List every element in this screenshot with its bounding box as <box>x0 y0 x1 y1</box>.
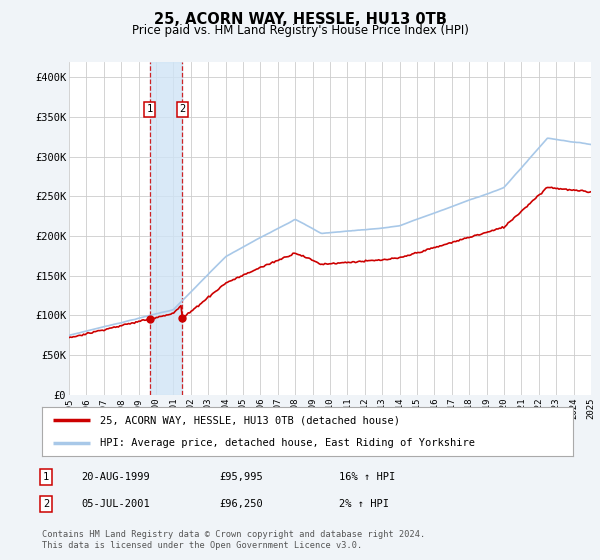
Text: HPI: Average price, detached house, East Riding of Yorkshire: HPI: Average price, detached house, East… <box>100 438 475 448</box>
Text: 05-JUL-2001: 05-JUL-2001 <box>81 499 150 509</box>
Text: 25, ACORN WAY, HESSLE, HU13 0TB (detached house): 25, ACORN WAY, HESSLE, HU13 0TB (detache… <box>100 416 400 426</box>
Text: Contains HM Land Registry data © Crown copyright and database right 2024.
This d: Contains HM Land Registry data © Crown c… <box>42 530 425 550</box>
Text: Price paid vs. HM Land Registry's House Price Index (HPI): Price paid vs. HM Land Registry's House … <box>131 24 469 37</box>
Text: £95,995: £95,995 <box>219 472 263 482</box>
Bar <box>150 62 182 395</box>
Text: £96,250: £96,250 <box>219 499 263 509</box>
Text: 2% ↑ HPI: 2% ↑ HPI <box>339 499 389 509</box>
Text: 16% ↑ HPI: 16% ↑ HPI <box>339 472 395 482</box>
Text: 1: 1 <box>43 472 49 482</box>
Text: 2: 2 <box>179 104 185 114</box>
Text: 20-AUG-1999: 20-AUG-1999 <box>81 472 150 482</box>
Text: 2: 2 <box>43 499 49 509</box>
Text: 1: 1 <box>146 104 153 114</box>
Text: 25, ACORN WAY, HESSLE, HU13 0TB: 25, ACORN WAY, HESSLE, HU13 0TB <box>154 12 446 27</box>
